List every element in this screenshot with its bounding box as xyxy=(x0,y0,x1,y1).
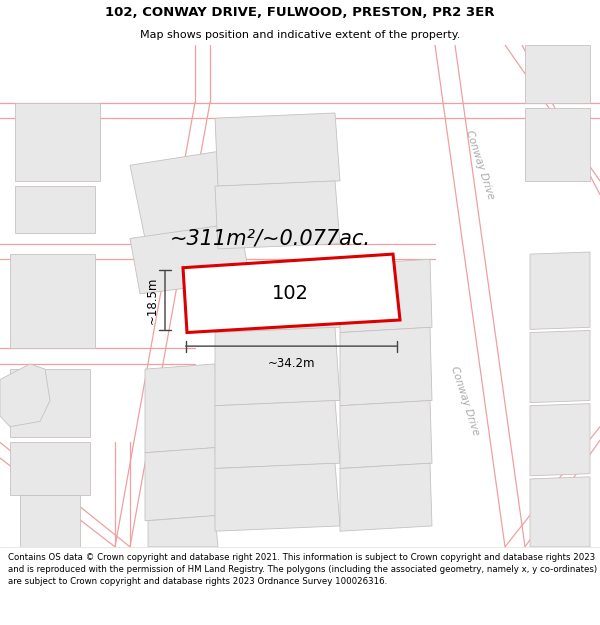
Polygon shape xyxy=(148,516,218,547)
Polygon shape xyxy=(530,252,590,329)
Polygon shape xyxy=(530,331,590,402)
Text: 102: 102 xyxy=(272,284,309,303)
Polygon shape xyxy=(215,401,340,469)
Polygon shape xyxy=(530,477,590,547)
Polygon shape xyxy=(215,259,340,332)
Polygon shape xyxy=(525,45,590,102)
Polygon shape xyxy=(183,254,400,332)
Text: Contains OS data © Crown copyright and database right 2021. This information is : Contains OS data © Crown copyright and d… xyxy=(8,553,597,586)
Polygon shape xyxy=(10,369,90,437)
Polygon shape xyxy=(530,404,590,476)
Polygon shape xyxy=(10,442,90,494)
Polygon shape xyxy=(145,448,218,521)
Text: ~34.2m: ~34.2m xyxy=(268,357,315,369)
Text: ~311m²/~0.077ac.: ~311m²/~0.077ac. xyxy=(170,228,371,248)
Polygon shape xyxy=(340,401,432,469)
Polygon shape xyxy=(130,149,245,238)
Polygon shape xyxy=(525,107,590,181)
Polygon shape xyxy=(130,222,250,294)
Polygon shape xyxy=(15,102,100,181)
Polygon shape xyxy=(340,259,432,332)
Polygon shape xyxy=(340,463,432,531)
Polygon shape xyxy=(0,364,50,427)
Polygon shape xyxy=(215,181,340,249)
Text: Conway Drive: Conway Drive xyxy=(464,129,496,201)
Text: ~18.5m: ~18.5m xyxy=(146,276,159,324)
Polygon shape xyxy=(215,463,340,531)
Polygon shape xyxy=(20,494,80,547)
Polygon shape xyxy=(215,113,340,186)
Polygon shape xyxy=(145,364,218,452)
Polygon shape xyxy=(215,328,340,406)
Polygon shape xyxy=(15,186,95,233)
Polygon shape xyxy=(340,328,432,406)
Text: Map shows position and indicative extent of the property.: Map shows position and indicative extent… xyxy=(140,30,460,40)
Polygon shape xyxy=(10,254,95,348)
Text: 102, CONWAY DRIVE, FULWOOD, PRESTON, PR2 3ER: 102, CONWAY DRIVE, FULWOOD, PRESTON, PR2… xyxy=(105,6,495,19)
Text: Conway Drive: Conway Drive xyxy=(449,364,481,436)
